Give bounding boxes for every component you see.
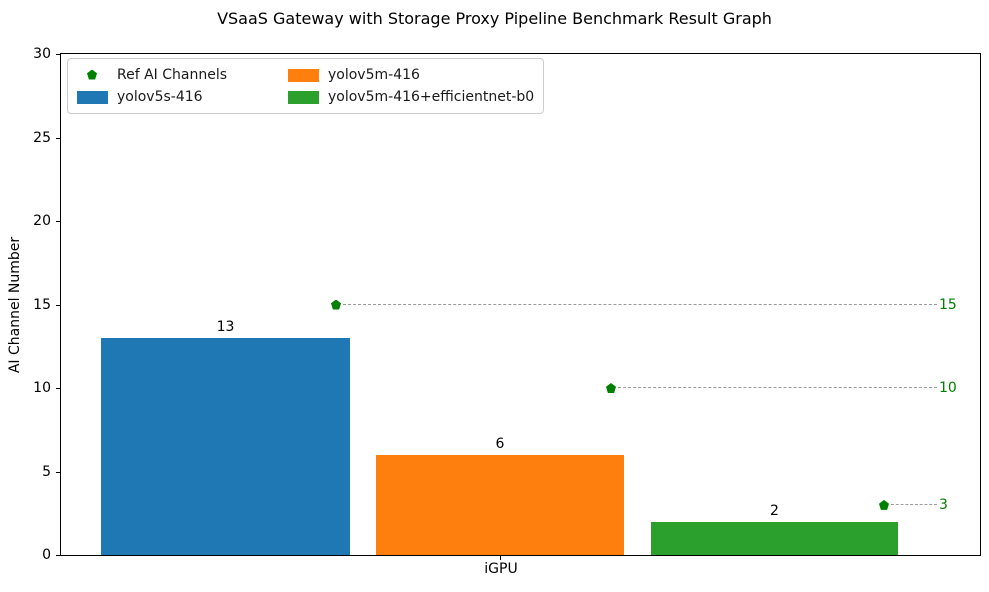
ref-dash-line <box>343 303 937 305</box>
green-swatch-icon <box>288 90 319 104</box>
plot-area: Ref AI Channels yolov5s-416 yolov5m-416 … <box>60 53 981 556</box>
y-tick-mark <box>56 388 60 389</box>
x-tick-label: iGPU <box>484 561 518 577</box>
bar-yolov5m-416+efficientnet-b0 <box>651 522 898 555</box>
blue-swatch-icon <box>77 90 108 104</box>
bar-value-label: 6 <box>495 436 505 452</box>
legend-item-label: yolov5m-416 <box>328 67 420 83</box>
x-tick-mark <box>500 556 501 560</box>
ref-pentagon-icon <box>879 499 889 510</box>
legend-item-yolov5m-416: yolov5m-416 <box>288 64 534 86</box>
bar-value-label: 13 <box>216 319 235 335</box>
ref-value-label: 15 <box>939 296 957 313</box>
y-tick-label: 5 <box>42 464 51 480</box>
legend-item-yolov5s-416: yolov5s-416 <box>77 86 258 108</box>
chart-title: VSaaS Gateway with Storage Proxy Pipelin… <box>217 9 772 28</box>
legend-column-2: yolov5m-416 yolov5m-416+efficientnet-b0 <box>288 64 534 108</box>
y-tick-mark <box>56 54 60 55</box>
ref-pentagon-icon <box>606 383 616 393</box>
y-tick-label: 0 <box>42 547 51 563</box>
legend-item-ref-ai-channels: Ref AI Channels <box>77 64 258 86</box>
y-tick-mark <box>56 221 60 222</box>
y-tick-mark <box>56 138 60 139</box>
y-tick-label: 15 <box>33 297 51 313</box>
legend-item-label: Ref AI Channels <box>117 67 228 83</box>
y-tick-label: 10 <box>33 380 51 396</box>
legend-item-yolov5m-416-efficientnet-b0: yolov5m-416+efficientnet-b0 <box>288 86 534 108</box>
y-tick-label: 20 <box>33 213 51 229</box>
bar-value-label: 2 <box>770 503 779 519</box>
y-tick-mark <box>56 472 60 473</box>
bar-yolov5m-416 <box>376 455 624 555</box>
y-tick-mark <box>56 555 60 556</box>
legend: Ref AI Channels yolov5s-416 yolov5m-416 … <box>67 58 545 114</box>
ref-value-label: 3 <box>939 496 948 513</box>
bar-yolov5s-416 <box>101 338 350 555</box>
legend-item-label: yolov5m-416+efficientnet-b0 <box>328 89 535 105</box>
ref-pentagon-icon <box>331 299 341 310</box>
legend-column-1: Ref AI Channels yolov5s-416 <box>77 64 258 108</box>
ref-dash-line <box>891 503 937 505</box>
pentagon-icon <box>87 69 97 80</box>
y-tick-label: 30 <box>33 46 51 62</box>
orange-swatch-icon <box>288 68 319 82</box>
y-tick-mark <box>56 305 60 306</box>
y-tick-label: 25 <box>33 130 51 146</box>
ref-value-label: 10 <box>939 380 957 396</box>
legend-item-label: yolov5s-416 <box>117 89 203 105</box>
ref-dash-line <box>618 387 937 388</box>
